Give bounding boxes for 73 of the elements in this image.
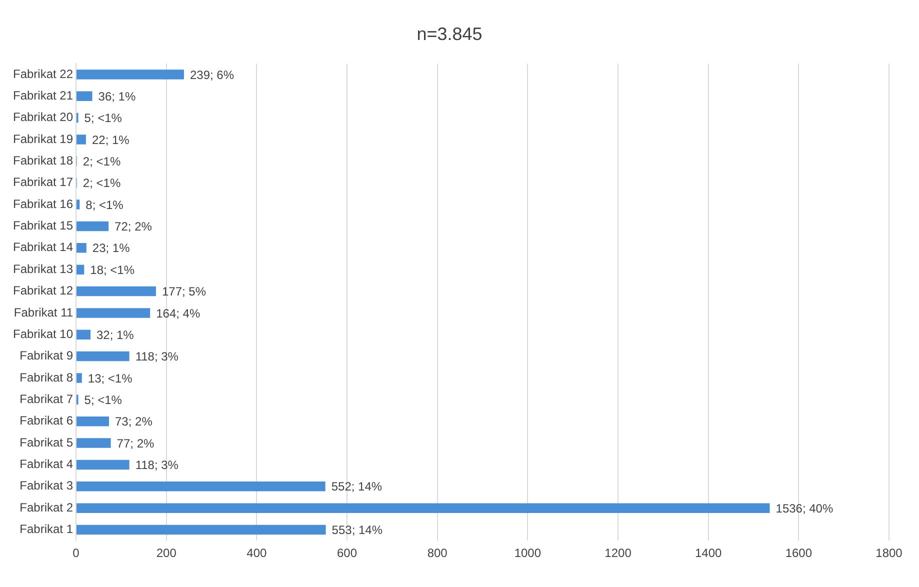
x-tick-label: 1000	[514, 546, 542, 560]
bar	[76, 264, 84, 274]
y-tick-label: Fabrikat 8	[20, 370, 74, 384]
data-label: 73; 2%	[115, 414, 153, 429]
bar	[76, 308, 150, 318]
y-tick-label: Fabrikat 9	[20, 348, 74, 363]
bar	[76, 286, 156, 296]
data-label: 18; <1%	[90, 262, 135, 277]
y-tick-label: Fabrikat 20	[13, 110, 74, 124]
data-label: 5; <1%	[84, 392, 122, 407]
data-label: 552; 14%	[331, 480, 382, 494]
y-tick-label: Fabrikat 22	[13, 66, 74, 81]
y-tick-label: Fabrikat 3	[20, 478, 74, 493]
y-tick-label: Fabrikat 17	[13, 175, 74, 190]
data-label: 118; 3%	[135, 350, 179, 364]
bar	[76, 330, 90, 340]
y-tick-label: Fabrikat 14	[13, 240, 74, 254]
bar	[76, 351, 130, 362]
y-tick-label: Fabrikat 2	[20, 500, 74, 514]
y-tick-label: Fabrikat 15	[13, 218, 74, 233]
x-tick-label: 200	[156, 546, 177, 560]
data-label: 553; 14%	[332, 523, 383, 538]
bar	[76, 460, 130, 470]
data-label: 5; <1%	[84, 111, 122, 126]
data-label: 32; 1%	[96, 328, 134, 342]
y-tick-label: Fabrikat 4	[20, 457, 74, 472]
y-tick-label: Fabrikat 21	[13, 88, 74, 102]
y-tick-label: Fabrikat 7	[20, 392, 74, 406]
x-tick-label: 1400	[694, 546, 722, 560]
data-label: 22; 1%	[92, 132, 130, 147]
bar	[76, 373, 82, 383]
bar	[76, 503, 770, 513]
bar	[76, 91, 92, 101]
x-tick-label: 1800	[876, 546, 903, 560]
bar	[76, 221, 109, 232]
y-tick-label: Fabrikat 11	[14, 305, 74, 320]
x-tick-label: 0	[72, 546, 80, 560]
data-label: 23; 1%	[92, 241, 130, 256]
x-tick-label: 400	[246, 546, 268, 560]
y-tick-label: Fabrikat 18	[13, 153, 74, 168]
x-tick-label: 1600	[785, 546, 812, 560]
bar	[76, 200, 80, 210]
data-label: 2; <1%	[82, 154, 121, 168]
y-tick-label: Fabrikat 10	[13, 326, 74, 341]
y-tick-label: Fabrikat 6	[20, 414, 74, 428]
bar	[76, 70, 184, 80]
bar	[76, 243, 86, 253]
data-label: 36; 1%	[98, 89, 136, 104]
data-label: 2; <1%	[82, 176, 121, 190]
data-label: 1536; 40%	[776, 501, 834, 516]
bar	[76, 134, 86, 144]
data-label: 164; 4%	[156, 306, 200, 320]
y-tick-label: Fabrikat 1	[20, 522, 74, 536]
data-label: 177; 5%	[162, 284, 206, 299]
x-tick-label: 1200	[604, 546, 632, 560]
data-label: 13; <1%	[88, 371, 133, 386]
data-label: 8; <1%	[86, 198, 124, 212]
x-tick-label: 600	[337, 546, 358, 560]
data-label: 118; 3%	[135, 458, 179, 472]
y-tick-label: Fabrikat 5	[20, 435, 74, 450]
y-tick-label: Fabrikat 16	[13, 196, 74, 211]
bar	[76, 438, 111, 448]
y-tick-label: Fabrikat 12	[13, 284, 74, 298]
y-tick-label: Fabrikat 13	[13, 262, 74, 276]
data-label: 239; 6%	[190, 68, 234, 82]
data-label: 77; 2%	[116, 436, 154, 450]
bar	[76, 524, 326, 535]
x-tick-label: 800	[427, 546, 448, 560]
bar	[76, 482, 326, 492]
chart-title: n=3.845	[416, 24, 482, 44]
data-label: 72; 2%	[114, 220, 152, 234]
y-tick-label: Fabrikat 19	[13, 132, 74, 146]
bar	[76, 416, 109, 426]
